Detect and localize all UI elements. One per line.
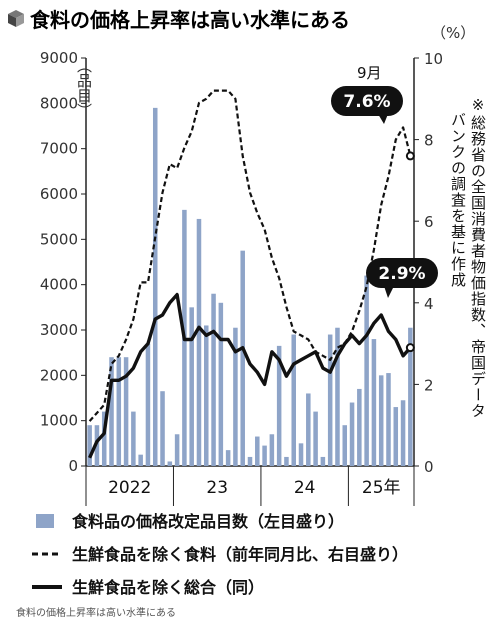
right-unit-label: （%）: [431, 24, 475, 42]
bar: [196, 218, 202, 466]
bar: [101, 411, 107, 466]
left-unit-label: （品目）: [75, 58, 93, 118]
right-tick-label: 6: [424, 213, 434, 231]
left-tick-label: 1000: [40, 412, 78, 430]
bar: [320, 456, 326, 466]
chart-title: 食料の価格上昇率は高い水準にある: [30, 8, 350, 32]
legend-label-solid: 生鮮食品を除く総合（同）: [72, 578, 264, 597]
bar: [131, 411, 136, 466]
bar: [233, 327, 238, 466]
bar: [94, 425, 100, 466]
right-tick-label: 2: [424, 376, 434, 394]
legend-swatch-bar: [36, 514, 54, 528]
left-tick-label: 4000: [40, 276, 78, 294]
left-tick-label: 5000: [40, 230, 78, 248]
callout-total-text: 2.9%: [378, 264, 425, 284]
bar: [386, 373, 391, 466]
callout-total: 2.9%: [366, 258, 438, 298]
bar: [371, 339, 377, 466]
bar: [218, 302, 224, 466]
title-icon: [8, 10, 24, 27]
callout-food: 7.6%: [331, 86, 403, 124]
lines-group: [88, 89, 415, 459]
left-tick-label: 8000: [40, 94, 78, 112]
bar: [327, 334, 333, 466]
bar: [160, 391, 165, 466]
x-tick-label: 24: [294, 478, 316, 498]
left-tick-label: 2000: [40, 366, 78, 384]
x-axis: 2022 23 24 25年: [85, 466, 415, 506]
bar: [116, 357, 122, 466]
bar: [167, 461, 173, 466]
bar: [123, 357, 129, 466]
bars-group: [87, 107, 413, 466]
right-tick-label: 10: [424, 50, 443, 68]
bar: [204, 325, 209, 466]
bar: [342, 425, 348, 466]
bar: [255, 436, 260, 466]
left-tick-label: 7000: [40, 140, 78, 158]
bar: [211, 293, 216, 466]
right-tick-label: 4: [424, 295, 434, 313]
left-tick-label: 9000: [40, 49, 78, 67]
bar: [189, 307, 194, 466]
left-tick-label: 0: [68, 457, 78, 475]
source-note-line1: ※総務省の全国消費者物価指数、帝国データ: [469, 96, 487, 419]
bar: [349, 402, 355, 466]
right-axis: 0 2 4 6 8 10: [414, 50, 443, 476]
month-label: 9月: [357, 64, 382, 82]
bar: [174, 434, 180, 466]
end-point-marker: [405, 151, 415, 161]
bar: [335, 327, 340, 466]
end-point-marker: [405, 343, 415, 353]
left-axis: 0 1000 2000 3000 4000 5000 6000 7000 8000 9000: [40, 49, 86, 475]
bar: [393, 407, 399, 466]
left-tick-label: 6000: [40, 185, 78, 203]
right-tick-label: 0: [424, 458, 434, 476]
right-tick-label: 8: [424, 132, 434, 150]
bar: [138, 454, 143, 466]
bar: [87, 425, 92, 466]
x-tick-label: 23: [206, 478, 228, 498]
bar: [313, 411, 318, 466]
line-series-total: [88, 292, 412, 459]
bar: [364, 275, 369, 466]
bar: [284, 456, 289, 466]
left-tick-label: 3000: [40, 321, 78, 339]
x-tick-label: 25年: [362, 478, 401, 498]
legend-label-bar: 食料品の価格改定品目数（左目盛り）: [71, 512, 344, 531]
bar: [145, 343, 151, 466]
legend: 食料品の価格改定品目数（左目盛り） 生鮮食品を除く食料（前年同月比、右目盛り） …: [32, 512, 408, 597]
bar: [291, 334, 296, 466]
source-note-line2: バンクの調査を基に作成: [449, 112, 467, 288]
caption: 食料の価格上昇率は高い水準にある: [16, 606, 176, 619]
bar: [269, 434, 275, 466]
bar: [225, 450, 231, 466]
bar: [262, 445, 267, 466]
x-tick-label: 2022: [108, 478, 151, 498]
bar: [109, 357, 114, 466]
bar: [152, 107, 158, 466]
bar: [240, 250, 245, 466]
bar: [408, 327, 413, 466]
bar: [247, 456, 253, 466]
legend-label-dashed: 生鮮食品を除く食料（前年同月比、右目盛り）: [72, 545, 408, 564]
bar: [378, 375, 384, 466]
bar: [400, 400, 406, 466]
bar: [357, 388, 362, 466]
bar: [298, 443, 304, 466]
bar: [306, 393, 311, 466]
bar: [276, 345, 282, 466]
line-series-food: [88, 89, 412, 422]
callout-food-text: 7.6%: [343, 92, 390, 112]
